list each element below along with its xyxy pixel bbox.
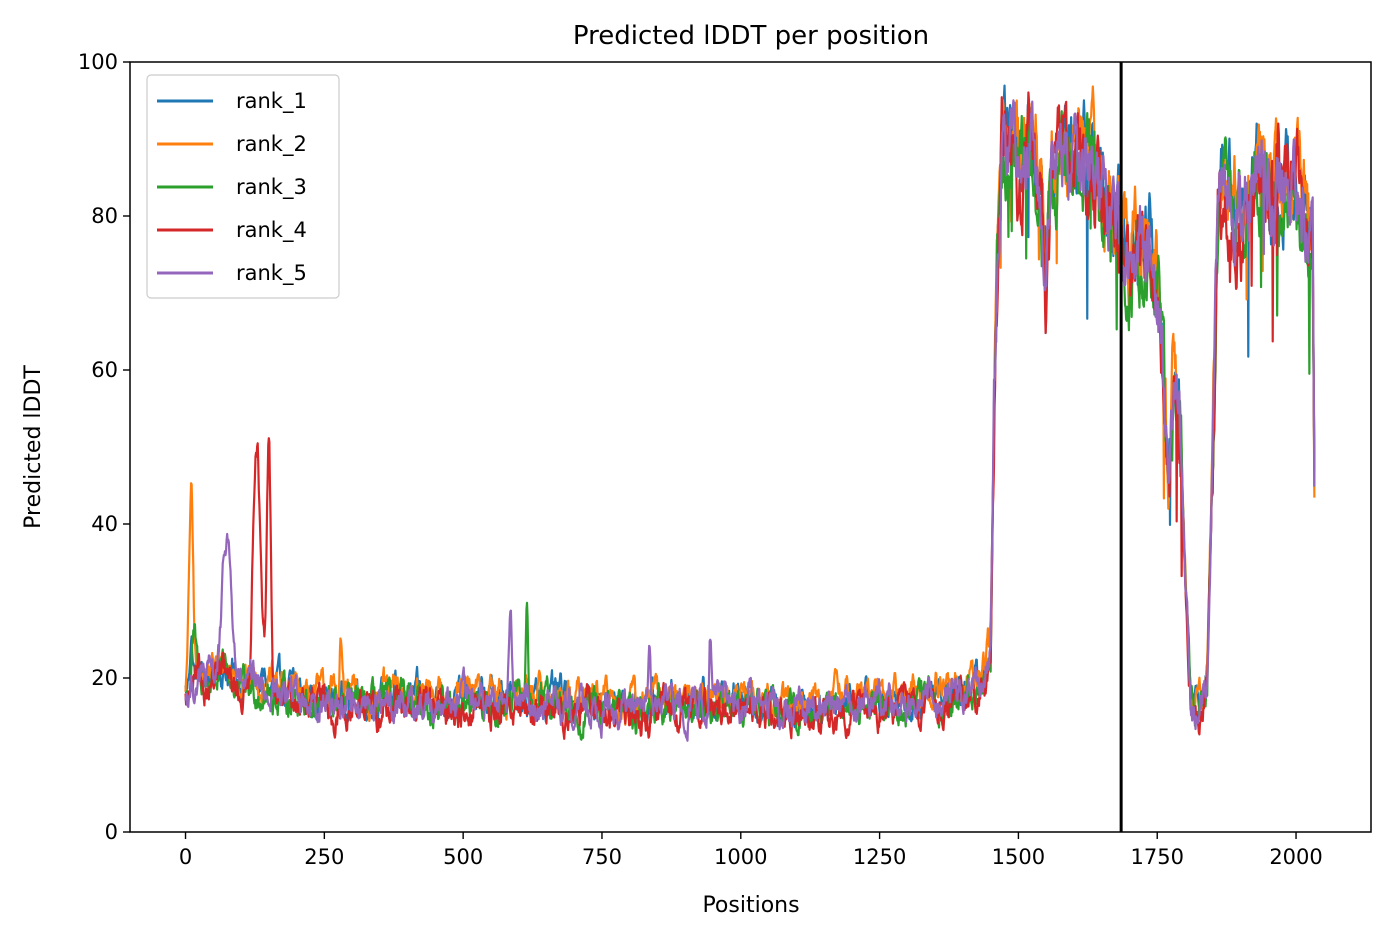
x-axis: 0 250 500 750 1000 1250 1500 1750 2000	[179, 832, 1323, 869]
y-tick-label: 60	[91, 358, 118, 382]
legend-label-rank_5: rank_5	[236, 261, 307, 286]
x-tick-label: 1250	[853, 845, 906, 869]
y-tick-label: 100	[78, 50, 118, 74]
legend-label-rank_2: rank_2	[236, 132, 307, 157]
plot-frame	[129, 61, 1372, 833]
x-tick-label: 1750	[1130, 845, 1183, 869]
legend-label-rank_3: rank_3	[236, 175, 307, 200]
y-axis-label: Predicted lDDT	[21, 365, 46, 529]
x-tick-label: 250	[304, 845, 344, 869]
y-tick-label: 80	[91, 204, 118, 228]
x-tick-label: 0	[179, 845, 192, 869]
legend-box	[146, 74, 340, 299]
y-axis: 0 20 40 60 80 100	[78, 50, 130, 844]
legend: rank_1 rank_2 rank_3 rank_4 rank_5	[146, 74, 340, 299]
chart-title: Predicted lDDT per position	[573, 21, 929, 51]
y-tick-label: 0	[105, 820, 118, 844]
legend-label-rank_1: rank_1	[236, 89, 307, 114]
y-tick-label: 20	[91, 666, 118, 690]
x-tick-label: 2000	[1269, 845, 1322, 869]
legend-label-rank_4: rank_4	[236, 218, 307, 243]
x-tick-label: 750	[582, 845, 622, 869]
x-axis-label: Positions	[702, 893, 799, 918]
series-line-rank_5	[184, 99, 1316, 742]
series-lines	[184, 84, 1316, 742]
x-tick-label: 500	[443, 845, 483, 869]
x-tick-label: 1000	[714, 845, 767, 869]
y-tick-label: 40	[91, 512, 118, 536]
x-tick-label: 1500	[992, 845, 1045, 869]
